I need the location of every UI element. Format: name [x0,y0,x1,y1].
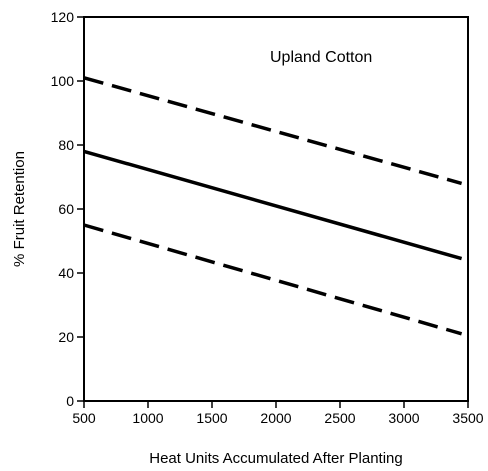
lower-bound-line [83,223,463,336]
plot-area [83,16,469,402]
y-tick-label: 20 [58,329,74,345]
series-layer [83,76,463,336]
y-tick-label: 0 [66,393,74,409]
x-tick-label: 2500 [324,410,355,426]
upper-bound-line [83,76,463,186]
x-axis-ticks: 500 1000 1500 2000 2500 3000 3500 [72,401,484,426]
y-axis-title: % Fruit Retention [11,151,28,267]
y-tick-label: 100 [51,73,75,89]
y-tick-label: 80 [58,137,74,153]
x-axis-title: Heat Units Accumulated After Planting [149,450,402,467]
x-tick-label: 500 [72,410,96,426]
y-tick-label: 40 [58,265,74,281]
y-tick-label: 120 [51,9,75,25]
x-tick-label: 2000 [260,410,291,426]
x-tick-label: 3500 [452,410,483,426]
center-line [83,149,463,261]
y-tick-label: 60 [58,201,74,217]
chart-annotation: Upland Cotton [270,49,372,66]
x-tick-label: 1000 [132,410,163,426]
x-tick-label: 1500 [196,410,227,426]
y-axis-ticks: 0 20 40 60 80 100 120 [51,9,84,409]
x-tick-label: 3000 [388,410,419,426]
